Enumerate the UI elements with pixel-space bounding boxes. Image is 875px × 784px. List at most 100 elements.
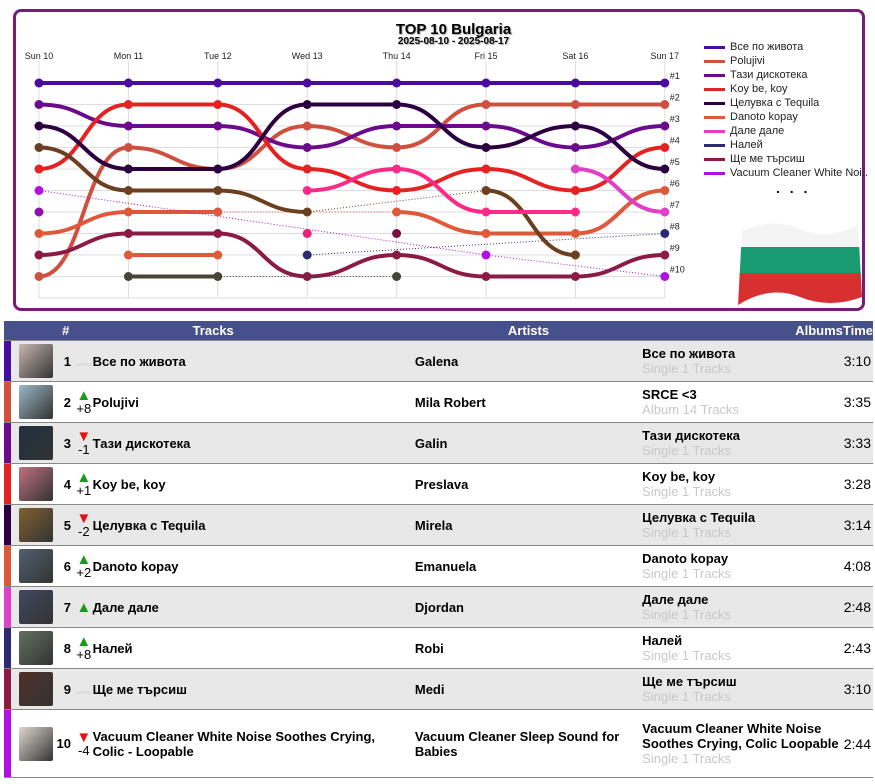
album-cover[interactable] xyxy=(19,549,53,583)
album-name[interactable]: Danoto kopay xyxy=(642,551,729,566)
track-title[interactable]: Налей xyxy=(92,627,415,669)
data-point[interactable] xyxy=(302,207,312,217)
data-point[interactable] xyxy=(213,121,223,131)
album-cover[interactable] xyxy=(19,426,53,460)
data-point[interactable] xyxy=(660,100,670,109)
data-point[interactable] xyxy=(392,229,402,238)
legend-item[interactable]: Все по живота xyxy=(704,40,868,54)
data-point[interactable] xyxy=(481,207,491,217)
album-cover[interactable] xyxy=(19,508,53,542)
artist-name[interactable]: Vacuum Cleaner Sleep Sound for Babies xyxy=(414,709,643,778)
artist-name[interactable]: Djordan xyxy=(414,586,643,628)
data-point[interactable] xyxy=(392,78,402,88)
table-row[interactable]: 6 ▲ +2 Danoto kopay Emanuela Danoto kopay… xyxy=(4,545,873,587)
track-title[interactable]: Danoto kopay xyxy=(92,545,415,587)
data-point[interactable] xyxy=(34,229,44,238)
album-cover[interactable] xyxy=(19,385,53,419)
legend-item[interactable]: Тази дискотека xyxy=(704,68,868,82)
data-point[interactable] xyxy=(392,250,402,260)
data-point[interactable] xyxy=(392,207,402,217)
table-row[interactable]: 2 ▲ +8 Polujivi Mila Robert SRCE <3 Album … xyxy=(4,381,873,423)
data-point[interactable] xyxy=(481,100,491,109)
data-point[interactable] xyxy=(302,164,312,174)
album-cover[interactable] xyxy=(19,467,53,501)
data-point[interactable] xyxy=(302,121,312,131)
artist-name[interactable]: Medi xyxy=(414,668,643,710)
track-title[interactable]: Ще ме търсиш xyxy=(92,668,415,710)
data-point[interactable] xyxy=(570,100,580,109)
album-cover[interactable] xyxy=(19,344,53,378)
track-title[interactable]: Vacuum Cleaner White Noise Soothes Cryin… xyxy=(92,709,415,778)
table-row[interactable]: 5 ▼ -2 Целувка с Tequila Mirela Целувка с… xyxy=(4,504,873,546)
legend-item[interactable]: Vacuum Cleaner White Noi.. xyxy=(704,166,868,180)
data-point[interactable] xyxy=(123,121,133,131)
table-row[interactable]: 7 ▲ Дале дале Djordan Дале дале Single 1 … xyxy=(4,586,873,628)
album-cover[interactable] xyxy=(19,672,53,706)
album-name[interactable]: Целувка с Tequila xyxy=(642,510,756,525)
data-point[interactable] xyxy=(34,186,44,195)
track-title[interactable]: Тази дискотека xyxy=(92,422,415,464)
artist-name[interactable]: Galin xyxy=(414,422,643,464)
data-point[interactable] xyxy=(213,229,223,238)
data-point[interactable] xyxy=(660,272,670,281)
album-name[interactable]: SRCE <3 xyxy=(642,387,697,402)
data-point[interactable] xyxy=(123,100,133,109)
data-point[interactable] xyxy=(660,121,670,131)
data-point[interactable] xyxy=(34,100,44,109)
data-point[interactable] xyxy=(302,250,312,260)
legend-item[interactable]: Koy be, koy xyxy=(704,82,868,96)
data-point[interactable] xyxy=(481,272,491,281)
data-point[interactable] xyxy=(34,272,44,281)
data-point[interactable] xyxy=(123,272,133,281)
album-name[interactable]: Дале дале xyxy=(642,592,709,607)
data-point[interactable] xyxy=(213,78,223,88)
data-point[interactable] xyxy=(213,164,223,174)
album-name[interactable]: Налей xyxy=(642,633,683,648)
table-row[interactable]: 8 ▲ +8 Налей Robi Налей Single 1 Tracks 2:… xyxy=(4,627,873,669)
data-point[interactable] xyxy=(481,78,491,88)
data-point[interactable] xyxy=(392,164,402,174)
album-name[interactable]: Тази дискотека xyxy=(642,428,741,443)
data-point[interactable] xyxy=(481,186,491,195)
data-point[interactable] xyxy=(123,229,133,238)
data-point[interactable] xyxy=(392,186,402,195)
data-point[interactable] xyxy=(570,229,580,238)
track-title[interactable]: Polujivi xyxy=(92,381,415,423)
album-name[interactable]: Koy be, koy xyxy=(642,469,716,484)
col-time[interactable]: Time xyxy=(842,321,873,341)
data-point[interactable] xyxy=(213,186,223,195)
data-point[interactable] xyxy=(302,143,312,152)
artist-name[interactable]: Emanuela xyxy=(414,545,643,587)
album-name[interactable]: Ще ме търсиш xyxy=(642,674,737,689)
data-point[interactable] xyxy=(123,143,133,152)
album-name[interactable]: Vacuum Cleaner White Noise Soothes Cryin… xyxy=(642,721,839,751)
data-point[interactable] xyxy=(34,78,44,88)
data-point[interactable] xyxy=(34,143,44,152)
table-row[interactable]: 10 ▼ -4 Vacuum Cleaner White Noise Soothe… xyxy=(4,709,873,778)
legend-item[interactable]: Целувка с Tequila xyxy=(704,96,868,110)
artist-name[interactable]: Mirela xyxy=(414,504,643,546)
col-albums[interactable]: Albums xyxy=(642,321,843,341)
data-point[interactable] xyxy=(660,78,670,88)
data-point[interactable] xyxy=(34,164,44,174)
artist-name[interactable]: Robi xyxy=(414,627,643,669)
data-point[interactable] xyxy=(213,272,223,281)
legend-item[interactable]: Polujivi xyxy=(704,54,868,68)
data-point[interactable] xyxy=(34,207,44,217)
data-point[interactable] xyxy=(123,78,133,88)
data-point[interactable] xyxy=(570,272,580,281)
table-row[interactable]: 9 Ще ме търсиш Medi Ще ме търсиш Single 1… xyxy=(4,668,873,710)
data-point[interactable] xyxy=(34,250,44,260)
track-title[interactable]: Дале дале xyxy=(92,586,415,628)
data-point[interactable] xyxy=(302,186,312,195)
data-point[interactable] xyxy=(660,164,670,174)
data-point[interactable] xyxy=(213,100,223,109)
data-point[interactable] xyxy=(481,121,491,131)
data-point[interactable] xyxy=(570,143,580,152)
data-point[interactable] xyxy=(302,78,312,88)
table-row[interactable]: 4 ▲ +1 Koy be, koy Preslava Koy be, koy Si… xyxy=(4,463,873,505)
data-point[interactable] xyxy=(481,229,491,238)
album-cover[interactable] xyxy=(19,631,53,665)
legend-item[interactable]: Налей xyxy=(704,138,868,152)
data-point[interactable] xyxy=(123,250,133,260)
